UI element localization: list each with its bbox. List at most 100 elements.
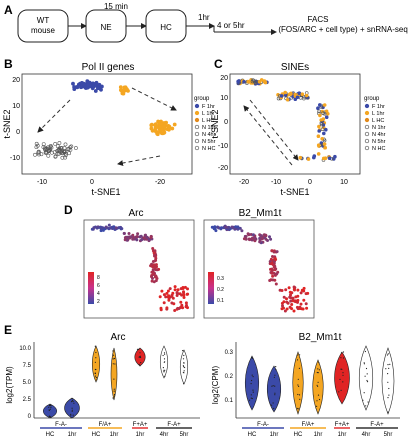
- feature-point: [151, 247, 155, 250]
- point-sine: [297, 91, 302, 95]
- feature-point: [249, 233, 253, 236]
- feature-point: [280, 289, 284, 292]
- panel-c-xlabel: t-SNE1: [280, 187, 309, 197]
- point-n: [39, 152, 44, 157]
- panel-d-left-scale-1: 8: [97, 275, 100, 281]
- violin-point: [362, 399, 364, 401]
- feature-point: [160, 289, 164, 293]
- panel-c-ytick-4: -10: [218, 143, 228, 150]
- point-sine: [317, 124, 321, 129]
- violin-point: [164, 353, 166, 355]
- violin-point: [317, 368, 319, 370]
- violin-point: [48, 415, 50, 418]
- panel-b-xlabel: t-SNE1: [91, 187, 120, 197]
- feature-point: [171, 296, 175, 300]
- feature-point: [95, 226, 99, 230]
- violin-point: [342, 381, 344, 383]
- legend-label: N HC: [202, 146, 215, 152]
- point-sine: [319, 122, 324, 127]
- violin-point: [113, 378, 115, 380]
- point-sine: [302, 96, 306, 101]
- violin-point: [163, 371, 165, 373]
- feature-point: [181, 306, 185, 310]
- feature-point: [173, 309, 177, 312]
- feature-point: [219, 226, 223, 230]
- violin-point: [95, 351, 97, 354]
- feature-point: [251, 233, 255, 237]
- point-n: [60, 155, 65, 160]
- subgroup-label: 1hr: [270, 432, 279, 438]
- violin-point: [182, 371, 184, 373]
- point-n: [50, 150, 54, 155]
- legend-marker: [194, 110, 200, 116]
- feature-point: [296, 288, 300, 292]
- violin-point: [163, 358, 166, 360]
- point-sine: [289, 91, 293, 96]
- feature-point: [126, 235, 130, 239]
- panel-e-left-violins: [42, 345, 189, 419]
- box-mouse-label: mouse: [31, 26, 56, 35]
- feature-point: [292, 309, 296, 313]
- violin-point: [112, 363, 114, 365]
- feature-point: [304, 302, 308, 306]
- violin-point: [251, 374, 253, 376]
- point-sine: [316, 143, 321, 147]
- point-n: [58, 150, 63, 154]
- feature-point: [117, 226, 121, 230]
- violin-point: [387, 381, 389, 383]
- violin-point: [70, 413, 72, 415]
- legend-label: N 4hr: [202, 132, 216, 138]
- feature-point: [292, 287, 296, 291]
- violin-point: [271, 385, 273, 387]
- legend-marker: [194, 145, 200, 151]
- violin-point: [251, 379, 253, 382]
- feature-point: [176, 288, 180, 292]
- point-lhc: [149, 122, 154, 127]
- violin-point: [252, 391, 254, 393]
- panel-b-ytick-3: 0: [16, 129, 20, 136]
- panel-letter-d: D: [64, 203, 73, 217]
- violin-point: [298, 385, 300, 387]
- violin-point: [297, 408, 299, 410]
- feature-point: [151, 268, 155, 272]
- violin-point: [273, 376, 275, 378]
- panel-d-left-scale-3: 4: [97, 291, 100, 297]
- violin-point: [338, 391, 340, 393]
- legend-label: L 1hr: [372, 111, 385, 117]
- violin-point: [113, 388, 115, 390]
- feature-point: [177, 307, 181, 310]
- feature-point: [123, 238, 127, 242]
- violin-point: [275, 369, 277, 371]
- point-sine: [333, 154, 337, 159]
- feature-point: [158, 295, 162, 299]
- point-sine: [324, 115, 329, 119]
- panel-b-xtick-2: 0: [90, 179, 94, 186]
- panel-e-group-labels: F-A- F/A+ F+A+ F-A+ HC 1hr HC 1hr 1hr 4hr 5hr F-A- F…: [40, 422, 398, 438]
- panel-e-left-title: Arc: [111, 332, 126, 343]
- feature-point: [152, 251, 156, 255]
- panel-b-xtick-3: -20: [155, 179, 165, 186]
- point-sine: [306, 157, 311, 161]
- feature-point: [224, 225, 228, 229]
- panel-c-xtick-3: 0: [308, 179, 312, 186]
- feature-point: [122, 232, 126, 235]
- feature-point: [162, 293, 166, 297]
- violin-fa-hc: [91, 345, 101, 383]
- violin-point: [252, 389, 254, 391]
- feature-point: [283, 309, 287, 313]
- violin-point: [388, 394, 390, 396]
- panel-c-xtick-2: -10: [271, 179, 281, 186]
- point-sine: [300, 92, 305, 96]
- violin-point: [385, 368, 387, 370]
- violin-point: [366, 381, 369, 383]
- panel-c-ytick-2: 10: [220, 95, 228, 102]
- point-lhc: [155, 130, 160, 135]
- violin-point: [340, 389, 342, 391]
- feature-point: [186, 292, 190, 296]
- feature-point: [162, 301, 166, 305]
- feature-point: [285, 307, 289, 311]
- point-sine: [316, 106, 320, 110]
- panel-letter-b: B: [4, 57, 13, 71]
- feature-point: [287, 286, 291, 290]
- violin-point: [164, 375, 166, 377]
